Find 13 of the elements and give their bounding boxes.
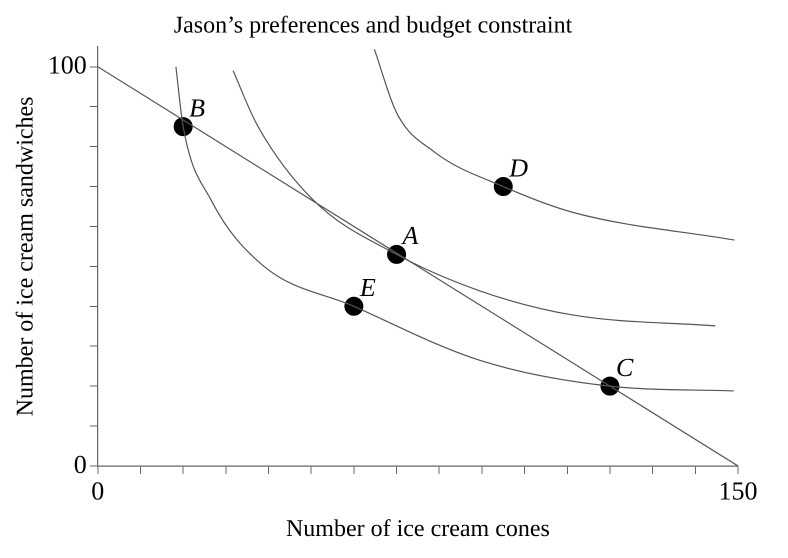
- x-axis-title: Number of ice cream cones: [286, 516, 550, 542]
- annotation: D: [508, 153, 528, 182]
- y-tick-label: 100: [48, 50, 87, 80]
- y-axis-title: Number of ice cream sandwiches: [12, 96, 39, 416]
- annotation: A: [400, 221, 419, 250]
- line-series: [232, 70, 716, 326]
- point: [494, 177, 513, 196]
- annotation: C: [616, 352, 634, 382]
- annotation: E: [358, 273, 376, 302]
- annotation: B: [189, 93, 206, 122]
- point: [344, 296, 364, 316]
- chart-title: Jason’s preferences and budget constraint: [174, 12, 573, 39]
- x-tick-label: 150: [718, 476, 758, 506]
